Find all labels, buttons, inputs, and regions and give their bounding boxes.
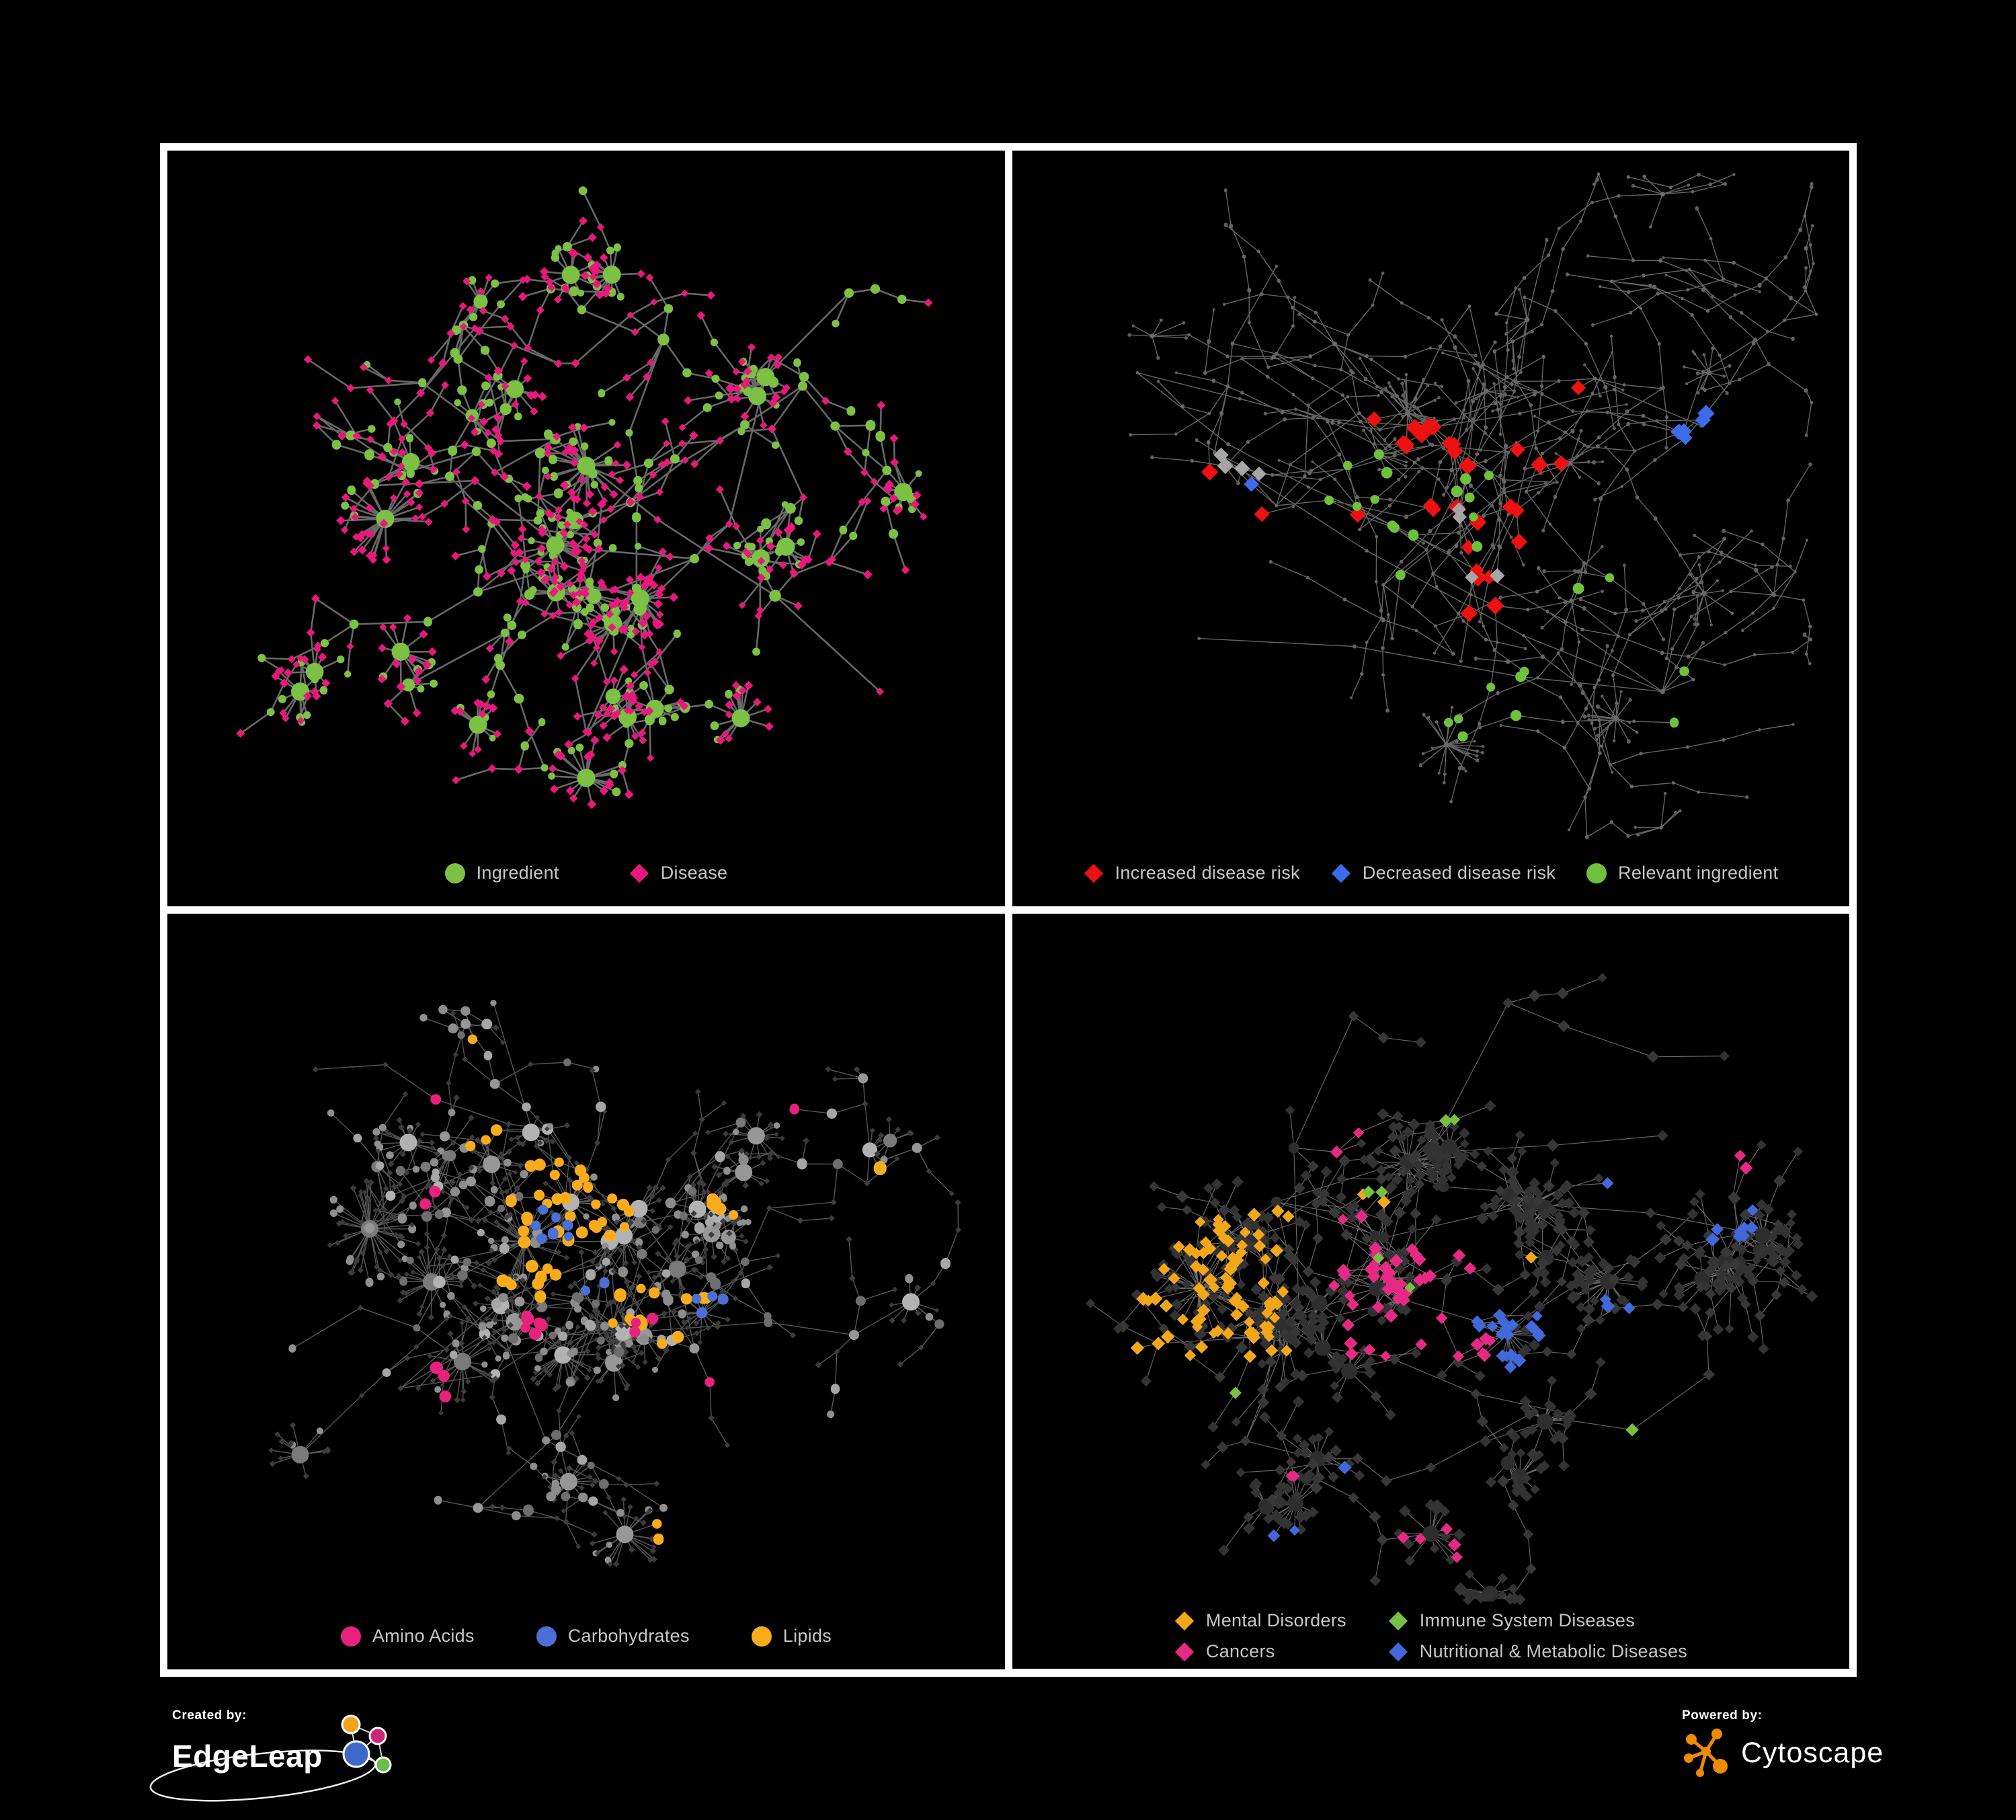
legend-item-amino-acids: Amino Acids <box>340 1626 475 1647</box>
diamond-marker-icon <box>1388 1611 1408 1630</box>
legend-item-disease: Disease <box>629 863 728 883</box>
base-circle-nodes <box>291 1117 897 1464</box>
circle-marker-icon <box>751 1626 772 1647</box>
network-graph-disease-risk <box>1127 172 1818 840</box>
created-by-lockup: Created by: EdgeLeap <box>149 1708 414 1802</box>
legend-label: Nutritional & Metabolic Diseases <box>1419 1641 1688 1661</box>
base-circle-nodes <box>364 1019 922 1544</box>
base-diamond-nodes <box>236 216 933 809</box>
panels-frame: Ingredient Disease Increased disease risk… <box>160 143 1857 1677</box>
legend-label: Immune System Diseases <box>1419 1610 1635 1630</box>
circle-marker-icon <box>536 1626 557 1647</box>
panel-ingredient-disease: Ingredient Disease <box>167 151 1005 906</box>
legend-disease-risk: Increased disease risk Decreased disease … <box>1012 863 1849 883</box>
network-graph-disease-categories <box>1085 973 1818 1606</box>
base-circle-nodes <box>385 1123 920 1380</box>
powered-by-lockup: Powered by: Cytosc <box>1682 1708 1964 1781</box>
legend-ingredient-disease: Ingredient Disease <box>167 863 1005 883</box>
edgeleap-node-pink <box>368 1727 387 1745</box>
graph-edges <box>1129 173 1817 838</box>
legend-item-increased-disease-risk: Increased disease risk <box>1084 863 1300 883</box>
graph-edges <box>271 1002 959 1565</box>
cytoscape-logo-nodes <box>1684 1729 1728 1777</box>
network-graph-macronutrients <box>268 1000 961 1567</box>
legend-item-mental-disorders: Mental Disorders <box>1174 1610 1346 1631</box>
legend-label: Carbohydrates <box>567 1626 690 1646</box>
base-circle-nodes <box>1135 172 1818 840</box>
diamond-marker-icon <box>1174 1642 1195 1661</box>
circle-marker-icon <box>444 863 465 883</box>
base-diamond-nodes <box>268 1010 961 1567</box>
legend-label: Amino Acids <box>372 1626 475 1646</box>
legend-label: Disease <box>660 863 728 883</box>
legend-label: Mental Disorders <box>1205 1610 1346 1630</box>
cytoscape-brand: Cytoscape <box>1741 1736 1884 1769</box>
edgeleap-node-blue <box>342 1740 370 1768</box>
edgeleap-node-orange <box>341 1714 361 1735</box>
diamond-marker-icon <box>1174 1611 1195 1630</box>
legend-item-ingredient: Ingredient <box>444 863 559 883</box>
legend-macronutrients: Amino Acids Carbohydrates Lipids <box>167 1626 1005 1647</box>
panel-disease-categories: Mental Disorders Immune System Diseases Ca… <box>1012 914 1849 1669</box>
panel-disease-risk: Increased disease risk Decreased disease … <box>1012 151 1849 906</box>
panel-macronutrients: Amino Acids Carbohydrates Lipids <box>167 914 1005 1669</box>
highlight-diamond-nodes <box>1130 1188 1537 1363</box>
legend-item-nutritional-metabolic-diseases: Nutritional & Metabolic Diseases <box>1388 1641 1687 1662</box>
base-circle-nodes <box>288 1000 934 1564</box>
diamond-marker-icon <box>1331 863 1350 883</box>
diamond-marker-icon <box>1084 863 1103 883</box>
legend-item-relevant-ingredient: Relevant ingredient <box>1586 863 1778 883</box>
legend-label: Decreased disease risk <box>1362 863 1556 883</box>
legend-label: Relevant ingredient <box>1618 863 1779 883</box>
cytoscape-logo-icon <box>1684 1729 1728 1777</box>
circle-marker-icon <box>1586 863 1607 883</box>
created-by-label: Created by: <box>172 1708 247 1723</box>
cytoscape-brand-row: Cytoscape <box>1682 1725 1964 1781</box>
legend-disease-categories: Mental Disorders Immune System Diseases Ca… <box>1012 1610 1849 1662</box>
diamond-marker-icon <box>629 863 649 883</box>
network-graph-ingredient-disease <box>236 186 933 809</box>
circle-marker-icon <box>340 1626 361 1647</box>
legend-item-lipids: Lipids <box>751 1626 832 1647</box>
edgeleap-brand: EdgeLeap <box>172 1739 323 1774</box>
legend-label: Lipids <box>782 1626 832 1646</box>
highlight-diamond-nodes <box>1201 380 1586 622</box>
powered-by-label: Powered by: <box>1682 1708 1763 1723</box>
legend-item-immune-system-diseases: Immune System Diseases <box>1388 1610 1687 1631</box>
legend-item-carbohydrates: Carbohydrates <box>536 1626 690 1647</box>
diamond-marker-icon <box>1388 1642 1408 1661</box>
highlight-diamond-nodes <box>1267 1177 1759 1542</box>
edgeleap-logo-icon <box>341 1714 392 1774</box>
legend-item-decreased-disease-risk: Decreased disease risk <box>1331 863 1556 883</box>
edgeleap-brand-row: EdgeLeap <box>149 1714 414 1802</box>
legend-label: Cancers <box>1205 1641 1275 1661</box>
base-circle-nodes <box>1127 173 1814 837</box>
legend-item-cancers: Cancers <box>1174 1641 1346 1662</box>
legend-label: Ingredient <box>476 863 559 883</box>
edgeleap-node-green <box>374 1756 392 1774</box>
legend-label: Increased disease risk <box>1115 863 1300 883</box>
